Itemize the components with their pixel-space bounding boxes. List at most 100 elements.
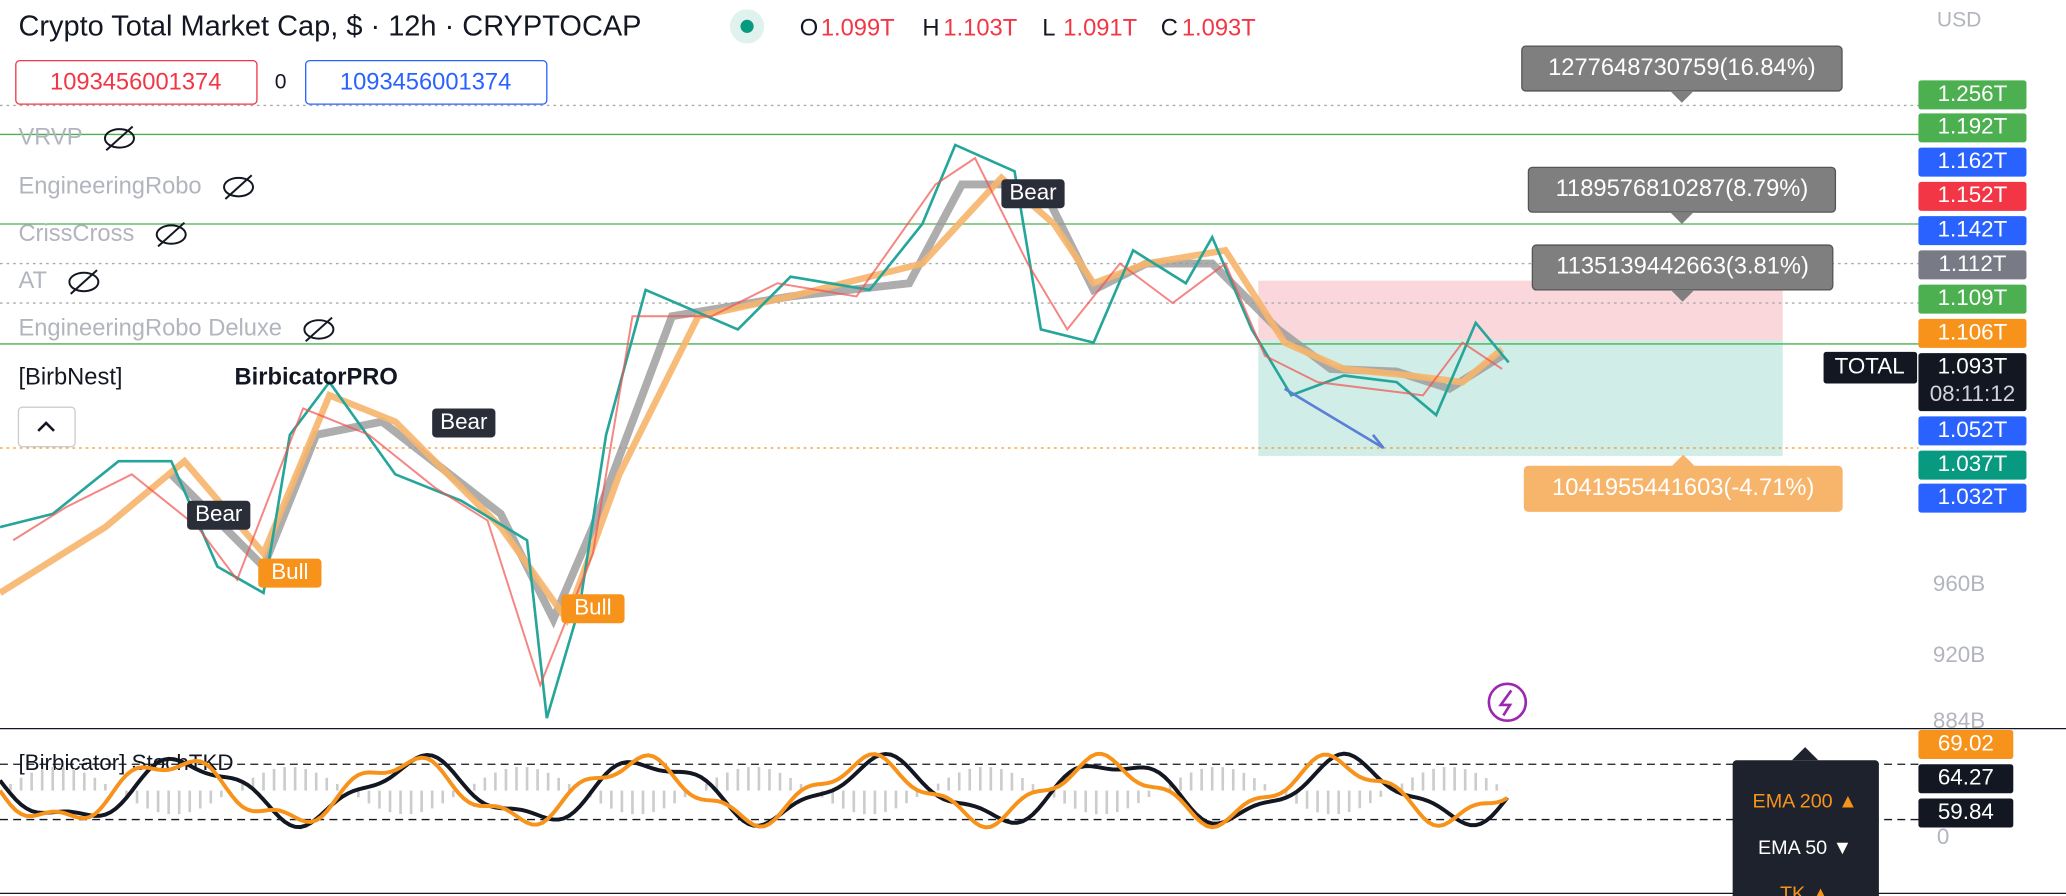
tooltip-item: TK ▲: [1780, 883, 1830, 896]
price-label: 884B: [1933, 708, 1985, 733]
countdown: 08:11:12: [1930, 381, 2015, 406]
price-label: 1.106T: [1938, 319, 2008, 344]
input-box[interactable]: [15, 59, 258, 105]
alert-icon[interactable]: [1487, 682, 1528, 723]
ohlc-key: L: [1042, 15, 1055, 41]
ohlc-value: 1.099T: [821, 15, 895, 41]
price-label-box: [1918, 284, 2027, 314]
collapse-button[interactable]: [17, 406, 76, 448]
eye-slash: [305, 316, 333, 343]
measure-pointer: [1671, 454, 1696, 467]
measure-pointer: [1670, 289, 1695, 302]
profit-zone: [1258, 339, 1783, 456]
arrow: [1283, 387, 1385, 450]
signal-label-box: [432, 408, 496, 438]
zones: [0, 104, 1919, 456]
osc-label: 59.84: [1938, 799, 1994, 824]
ema-fast: [0, 173, 1505, 627]
eye-icon[interactable]: [68, 271, 100, 293]
measure-pointer: [1670, 90, 1694, 103]
ohlc-value: 1.091T: [1063, 15, 1137, 41]
signal-label: Bear: [195, 501, 243, 526]
price-label: 1.112T: [1938, 251, 2006, 276]
ohlc-key: H: [922, 15, 939, 41]
tooltip-arrow: [1791, 747, 1819, 761]
price-label: 1.162T: [1938, 148, 2008, 173]
eye-slash: [157, 221, 186, 248]
price-label-box: [1918, 80, 2027, 110]
osc-label-box: [1918, 798, 2014, 828]
eye-icon[interactable]: [103, 128, 135, 149]
price-label-box: [1918, 250, 2027, 280]
price-label-box: [1918, 416, 2027, 446]
measure-value: 1041955441603(-4.71%): [1552, 475, 1814, 501]
loss-zone: [1258, 280, 1783, 340]
indicator-name: AT: [18, 268, 47, 294]
price-label-box: [1918, 181, 2027, 211]
eye-icon[interactable]: [303, 319, 335, 340]
price-label-box: [1918, 483, 2027, 513]
status-dot: [740, 19, 754, 33]
osc-label-box: [1918, 729, 2014, 759]
signal-label-box: [1001, 179, 1065, 209]
price-label: 1.142T: [1938, 217, 2008, 242]
measure-value: 1189576810287(8.79%): [1556, 176, 1809, 202]
measure-value: 1135139442663(3.81%): [1556, 254, 1809, 280]
eye-slash: [105, 125, 134, 151]
ohlc-key: O: [800, 15, 818, 41]
signal-label: Bull: [574, 595, 611, 620]
title: Crypto Total Market Cap, $ · 12h · CRYPT…: [18, 10, 641, 42]
indicator-name: VRVP: [18, 125, 82, 151]
indicator-name: EngineeringRobo: [18, 173, 201, 199]
osc-line: [0, 751, 1509, 830]
signal-label: Bear: [440, 409, 488, 434]
ohlc-key: C: [1161, 15, 1178, 41]
osc-label-box: [1918, 764, 2014, 794]
currency[interactable]: USD: [1937, 9, 1982, 32]
price-label-box: [1918, 147, 2027, 177]
tooltip: [1732, 760, 1879, 896]
input-value: 1093456001374: [50, 69, 221, 95]
price-label: 1.052T: [1938, 417, 2008, 442]
price-path: [0, 143, 1510, 719]
price-label-box: [1918, 216, 2027, 246]
ohlc-value: 1.103T: [943, 15, 1017, 41]
osc-label: 64.27: [1938, 765, 1994, 790]
eye-icon[interactable]: [155, 224, 187, 245]
signal-label-box: [187, 500, 251, 530]
indicator-name: EngineeringRobo Deluxe: [18, 316, 282, 342]
price-label-box: [1918, 353, 2027, 412]
signal-label-box: [561, 594, 625, 624]
tooltip-item: EMA 50 ▼: [1758, 837, 1852, 859]
price-label-box: [1918, 113, 2027, 143]
osc-label: 0: [1937, 824, 1949, 849]
input-value: 0: [275, 71, 287, 94]
price-label-box: [1918, 450, 2027, 480]
tooltip-item: EMA 200 ▲: [1753, 791, 1858, 813]
price-label: 1.152T: [1938, 182, 2008, 207]
price-label: 1.256T: [1938, 81, 2008, 106]
indicator-name: BirbicatorPRO: [235, 364, 398, 390]
price-label-box: [1918, 318, 2027, 348]
osc-label: 69.02: [1938, 730, 1994, 755]
input-box[interactable]: [305, 59, 548, 105]
price-label: 1.192T: [1938, 114, 2008, 139]
eye-slash: [70, 269, 98, 295]
price-path-down: [12, 156, 1503, 689]
symbol-tag: TOTAL: [1835, 354, 1905, 379]
measure-pointer: [1670, 212, 1694, 225]
signal-label: Bull: [271, 559, 308, 584]
indicator-name: CrissCross: [18, 221, 134, 247]
input-value: 1093456001374: [340, 69, 511, 95]
price-label: 1.037T: [1938, 451, 2008, 476]
price-label: 960B: [1933, 571, 1985, 596]
price-label: 1.109T: [1938, 285, 2008, 310]
signal-label: Bear: [1009, 180, 1057, 205]
price-label: 1.093T: [1938, 354, 2008, 379]
signal-label-box: [258, 558, 322, 588]
eye-icon[interactable]: [223, 176, 255, 198]
symbol-tag-box: [1823, 351, 1918, 384]
ohlc-value: 1.093T: [1182, 15, 1256, 41]
price-label: 1.032T: [1938, 484, 2008, 509]
